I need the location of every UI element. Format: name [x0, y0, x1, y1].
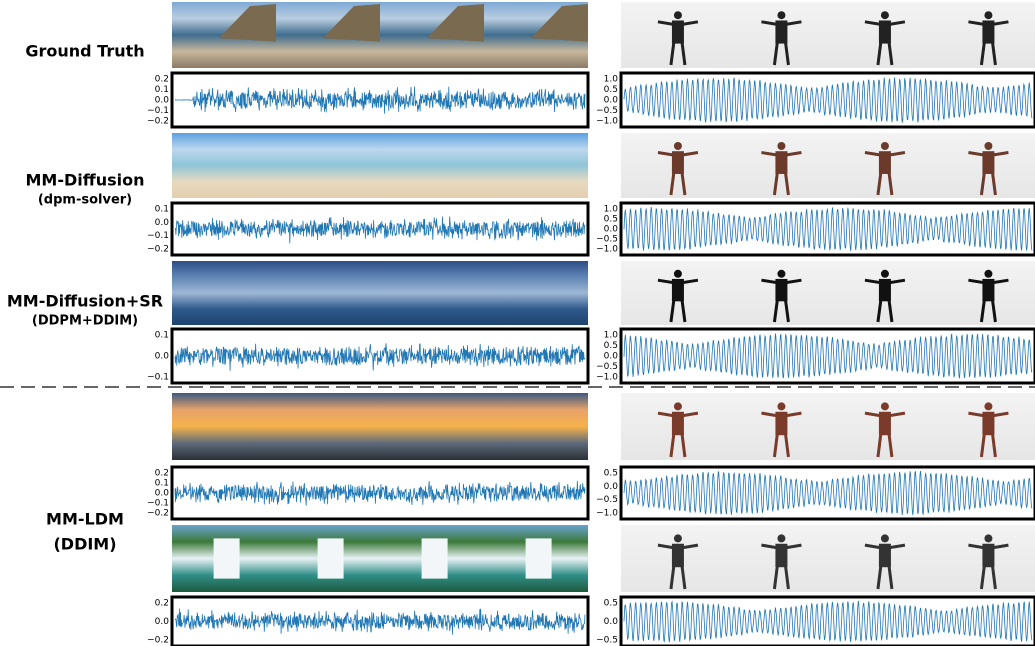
video-frame — [172, 261, 276, 325]
tick-label: 0.0 — [155, 617, 170, 627]
dancer-head — [777, 11, 785, 19]
method-detail: (dpm-solver) — [38, 193, 132, 208]
waveform — [175, 87, 585, 114]
method-detail: (DDIM) — [53, 535, 116, 554]
tick-label: 0.0 — [155, 96, 170, 106]
tick-label: −0.5 — [596, 636, 618, 646]
tick-label: 0.5 — [604, 599, 618, 609]
tick-label: −0.5 — [596, 495, 618, 505]
dancer-head — [984, 270, 992, 278]
dancer-head — [777, 142, 785, 150]
dancer-head — [674, 270, 682, 278]
waveform — [624, 334, 1032, 379]
method-label: MM-Diffusion — [26, 171, 145, 190]
tick-label: 0.2 — [155, 469, 169, 479]
tick-label: −0.1 — [147, 231, 169, 241]
tick-label: 0.5 — [604, 341, 618, 351]
tick-label: 0.0 — [604, 617, 619, 627]
waterfall — [214, 538, 240, 578]
dancer-head — [777, 402, 785, 410]
tick-label: −0.5 — [596, 362, 618, 372]
dancer-head — [674, 534, 682, 542]
method-label: MM-LDM — [46, 510, 124, 529]
waterfall — [526, 538, 552, 578]
waveform-frame — [621, 467, 1035, 519]
video-frame — [172, 133, 276, 198]
figure: Ground Truth MM-Diffusion (dpm-solver) M… — [0, 0, 1035, 646]
tick-label: 0.0 — [604, 482, 619, 492]
video-frame — [276, 133, 380, 198]
tick-label: 0.5 — [604, 469, 618, 479]
method-detail: (DDPM+DDIM) — [32, 314, 138, 329]
method-label: MM-Diffusion+SR — [7, 292, 163, 311]
tick-label: 0.0 — [155, 352, 170, 362]
video-frame — [276, 393, 380, 460]
tick-label: −0.5 — [596, 106, 618, 116]
dancer-head — [777, 270, 785, 278]
waveform-frame — [621, 73, 1035, 127]
tick-label: −0.1 — [147, 373, 169, 383]
video-frame — [484, 393, 588, 460]
tick-label: 1.0 — [604, 75, 619, 85]
tick-label: 0.1 — [155, 331, 169, 341]
dancer-head — [881, 142, 889, 150]
tick-label: 0.2 — [155, 75, 169, 85]
dancer-head — [777, 534, 785, 542]
tick-label: 0.0 — [155, 489, 170, 499]
dancer-head — [881, 402, 889, 410]
waveform — [624, 77, 1032, 122]
waveform — [175, 609, 585, 635]
tick-label: 0.0 — [604, 352, 619, 362]
waveform — [624, 207, 1032, 251]
tick-label: −0.2 — [147, 636, 169, 646]
video-frame — [380, 393, 484, 460]
tick-label: 0.0 — [155, 218, 170, 228]
tick-label: −0.2 — [147, 245, 169, 255]
video-frame — [484, 261, 588, 325]
video-frame — [380, 261, 484, 325]
tick-label: 0.2 — [155, 599, 169, 609]
dancer-head — [881, 11, 889, 19]
tick-label: 0.1 — [155, 85, 169, 95]
tick-label: −1.0 — [596, 245, 618, 255]
waveform — [175, 217, 585, 244]
tick-label: 0.0 — [604, 225, 619, 235]
tick-label: 0.1 — [155, 205, 169, 215]
dancer-head — [674, 402, 682, 410]
tick-label: 1.0 — [604, 331, 619, 341]
waveform — [175, 481, 585, 506]
tick-label: 0.5 — [604, 215, 618, 225]
tick-label: 1.0 — [604, 205, 619, 215]
tick-label: −0.1 — [147, 499, 169, 509]
tick-label: 0.1 — [155, 479, 169, 489]
dancer-head — [984, 402, 992, 410]
dancer-head — [881, 270, 889, 278]
tick-label: −0.1 — [147, 106, 169, 116]
tick-label: −1.0 — [596, 117, 618, 127]
waveform — [175, 343, 585, 370]
tick-label: 0.0 — [604, 96, 619, 106]
tick-label: −1.0 — [596, 509, 618, 519]
tick-label: −0.2 — [147, 117, 169, 127]
video-frame — [484, 133, 588, 198]
tick-label: −1.0 — [596, 373, 618, 383]
dancer-head — [984, 11, 992, 19]
tick-label: −0.2 — [147, 509, 169, 519]
waterfall — [318, 538, 344, 578]
dancer-head — [674, 142, 682, 150]
dancer-head — [674, 11, 682, 19]
tick-label: −0.5 — [596, 235, 618, 245]
video-frame — [276, 261, 380, 325]
waterfall — [422, 538, 448, 578]
waveform — [624, 601, 1032, 642]
video-frame — [380, 133, 484, 198]
video-frame — [172, 393, 276, 460]
tick-label: 0.5 — [604, 85, 618, 95]
dancer-head — [984, 142, 992, 150]
method-label: Ground Truth — [25, 42, 144, 61]
dancer-head — [984, 534, 992, 542]
waveform — [624, 471, 1032, 515]
dancer-head — [881, 534, 889, 542]
